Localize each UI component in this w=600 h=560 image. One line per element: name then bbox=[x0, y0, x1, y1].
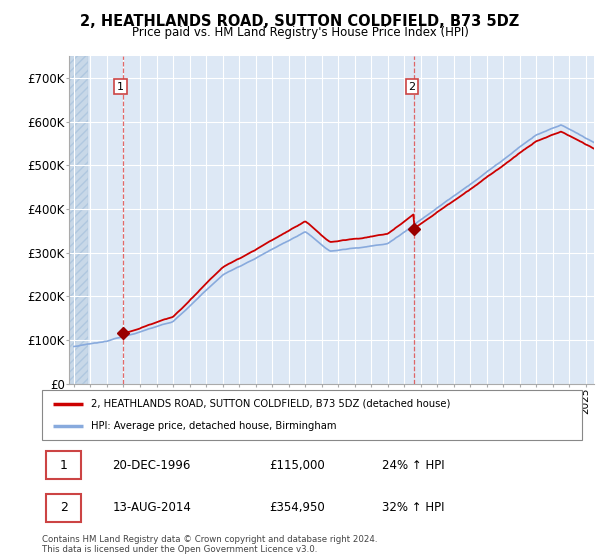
Text: 2, HEATHLANDS ROAD, SUTTON COLDFIELD, B73 5DZ: 2, HEATHLANDS ROAD, SUTTON COLDFIELD, B7… bbox=[80, 14, 520, 29]
Text: 1: 1 bbox=[60, 459, 68, 472]
Text: 20-DEC-1996: 20-DEC-1996 bbox=[112, 459, 191, 472]
Text: Price paid vs. HM Land Registry's House Price Index (HPI): Price paid vs. HM Land Registry's House … bbox=[131, 26, 469, 39]
Text: £354,950: £354,950 bbox=[269, 501, 325, 514]
Text: 2, HEATHLANDS ROAD, SUTTON COLDFIELD, B73 5DZ (detached house): 2, HEATHLANDS ROAD, SUTTON COLDFIELD, B7… bbox=[91, 399, 450, 409]
Text: 2: 2 bbox=[409, 82, 415, 92]
Bar bbox=[46, 494, 82, 522]
Bar bbox=[46, 451, 82, 479]
Text: 13-AUG-2014: 13-AUG-2014 bbox=[112, 501, 191, 514]
Text: 2: 2 bbox=[60, 501, 68, 514]
Text: Contains HM Land Registry data © Crown copyright and database right 2024.
This d: Contains HM Land Registry data © Crown c… bbox=[42, 535, 377, 554]
Text: 24% ↑ HPI: 24% ↑ HPI bbox=[382, 459, 445, 472]
Text: 1: 1 bbox=[117, 82, 124, 92]
Text: HPI: Average price, detached house, Birmingham: HPI: Average price, detached house, Birm… bbox=[91, 421, 336, 431]
Text: 32% ↑ HPI: 32% ↑ HPI bbox=[382, 501, 445, 514]
Text: £115,000: £115,000 bbox=[269, 459, 325, 472]
